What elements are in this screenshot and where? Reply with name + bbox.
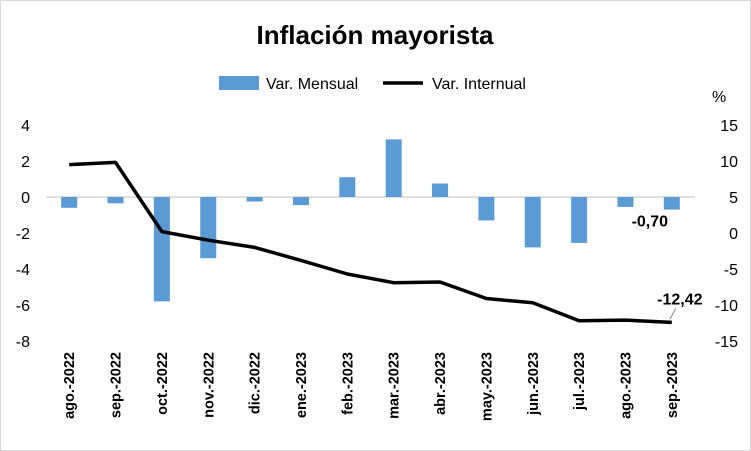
category-label: mar.-2023 (387, 352, 403, 419)
axes: -8 -6 -4 -2 0 2 4 -15 -10 -5 0 5 10 15 ago.-2022 sep.-2… (16, 118, 738, 421)
left-axis-tick: 4 (21, 118, 30, 135)
category-label: abr.-2023 (433, 352, 449, 415)
right-axis-tick: 0 (729, 226, 738, 243)
left-axis-tick: -2 (16, 226, 30, 243)
data-labels: -0,70 -12,42 (632, 214, 703, 320)
bar-mensual (200, 197, 217, 259)
bar-mensual (617, 197, 634, 207)
right-axis-tick: -10 (715, 298, 738, 315)
chart-title: Inflación mayorista (257, 20, 494, 50)
legend: Var. Mensual Var. Internual (219, 76, 526, 93)
category-label: ago.-2022 (62, 352, 78, 419)
right-axis-unit: % (712, 89, 726, 106)
bar-mensual (663, 197, 680, 210)
legend-label-mensual: Var. Mensual (266, 76, 358, 93)
bar-mensual (153, 197, 170, 302)
bar-mensual (571, 197, 588, 243)
right-axis-tick: 15 (720, 118, 738, 135)
category-label: ago.-2023 (618, 352, 634, 419)
category-label: dic.-2022 (248, 352, 264, 414)
bar-mensual (107, 197, 124, 204)
line-interanual (69, 160, 672, 325)
category-label: nov.-2022 (201, 352, 217, 418)
category-label: ene.-2023 (294, 352, 310, 418)
bar-mensual (385, 139, 402, 197)
category-label: sep.-2023 (665, 352, 681, 418)
category-label: oct.-2022 (155, 352, 171, 415)
right-axis-tick: -15 (715, 334, 738, 351)
category-label: jun.-2023 (526, 352, 542, 416)
bar-mensual (478, 197, 495, 221)
legend-swatch-mensual (219, 76, 259, 90)
category-label: may.-2023 (479, 352, 495, 421)
category-label: jul.-2023 (572, 352, 588, 411)
bar-mensual (524, 197, 541, 248)
left-axis-tick: 0 (21, 190, 30, 207)
bar-mensual (61, 197, 78, 208)
bar-mensual (339, 177, 356, 197)
left-axis-tick: 2 (21, 154, 30, 171)
right-axis-tick: 5 (729, 190, 738, 207)
legend-label-interanual: Var. Internual (432, 76, 526, 93)
right-axis-tick: -5 (724, 262, 738, 279)
right-axis-tick: 10 (720, 154, 738, 171)
bar-mensual (432, 183, 449, 197)
data-label: -0,70 (632, 214, 669, 231)
left-axis-tick: -4 (16, 262, 30, 279)
line-series (69, 160, 672, 325)
category-label: sep.-2022 (109, 352, 125, 418)
left-axis-tick: -6 (16, 298, 30, 315)
data-label: -12,42 (657, 291, 702, 308)
bar-mensual (292, 197, 309, 206)
data-label-leader (669, 308, 677, 320)
category-label: feb.-2023 (340, 352, 356, 415)
bar-mensual (246, 197, 263, 202)
left-axis-tick: -8 (16, 334, 30, 351)
